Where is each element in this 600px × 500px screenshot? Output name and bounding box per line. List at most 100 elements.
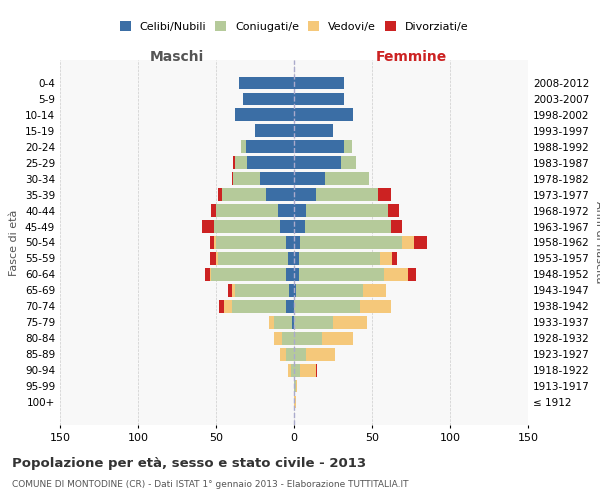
Bar [255,124,294,137]
Bar [294,140,344,153]
Bar [322,332,353,344]
Bar [278,204,294,217]
Bar [210,252,216,265]
Bar [294,76,344,90]
Bar [241,140,245,153]
Bar [229,284,232,296]
Bar [205,268,210,281]
Bar [216,252,218,265]
Bar [294,252,299,265]
Bar [294,124,333,137]
Bar [344,140,352,153]
Bar [294,300,359,312]
Bar [269,316,274,328]
Bar [210,268,211,281]
Bar [294,92,344,106]
Bar [307,204,388,217]
Bar [288,252,294,265]
Bar [216,204,278,217]
Bar [288,364,291,376]
Bar [307,348,335,360]
Bar [300,364,316,376]
Bar [210,236,214,249]
Text: COMUNE DI MONTODINE (CR) - Dati ISTAT 1° gennaio 2013 - Elaborazione TUTTITALIA.: COMUNE DI MONTODINE (CR) - Dati ISTAT 1°… [12,480,409,489]
Bar [316,188,378,201]
Bar [294,364,300,376]
Bar [235,284,289,296]
Bar [235,108,294,122]
Bar [300,236,401,249]
Bar [294,268,299,281]
Bar [294,108,353,122]
Bar [294,236,300,249]
Bar [286,268,294,281]
Bar [333,316,367,328]
Bar [392,252,397,265]
Bar [294,348,307,360]
Bar [362,284,386,296]
Bar [232,300,286,312]
Bar [391,220,401,233]
Bar [291,364,294,376]
Bar [408,268,416,281]
Bar [299,268,385,281]
Text: Maschi: Maschi [150,50,204,64]
Bar [294,156,341,169]
Bar [245,140,294,153]
Y-axis label: Anni di nascita: Anni di nascita [593,201,600,284]
Bar [266,188,294,201]
Bar [219,300,224,312]
Bar [414,236,427,249]
Bar [294,332,322,344]
Bar [235,156,247,169]
Bar [242,92,294,106]
Bar [296,380,297,392]
Bar [233,172,260,185]
Bar [286,300,294,312]
Bar [294,204,307,217]
Bar [359,300,391,312]
Bar [260,172,294,185]
Bar [281,332,294,344]
Bar [239,76,294,90]
Bar [211,204,216,217]
Bar [233,156,235,169]
Bar [294,396,296,408]
Bar [294,380,296,392]
Bar [341,156,356,169]
Bar [222,188,266,201]
Bar [378,188,391,201]
Bar [292,316,294,328]
Legend: Celibi/Nubili, Coniugati/e, Vedovi/e, Divorziati/e: Celibi/Nubili, Coniugati/e, Vedovi/e, Di… [116,18,472,36]
Bar [214,220,280,233]
Text: Femmine: Femmine [376,50,446,64]
Y-axis label: Fasce di età: Fasce di età [10,210,19,276]
Bar [280,348,286,360]
Bar [224,300,232,312]
Bar [294,316,333,328]
Bar [280,220,294,233]
Bar [274,332,281,344]
Bar [218,252,288,265]
Bar [401,236,414,249]
Bar [325,172,369,185]
Bar [286,236,294,249]
Bar [218,188,222,201]
Bar [294,284,296,296]
Bar [216,236,286,249]
Bar [305,220,391,233]
Text: Popolazione per età, sesso e stato civile - 2013: Popolazione per età, sesso e stato civil… [12,458,366,470]
Bar [296,284,362,296]
Bar [294,188,316,201]
Bar [247,156,294,169]
Bar [232,172,233,185]
Bar [274,316,292,328]
Bar [316,364,317,376]
Bar [294,172,325,185]
Bar [289,284,294,296]
Bar [232,284,235,296]
Bar [299,252,380,265]
Bar [388,204,398,217]
Bar [286,348,294,360]
Bar [294,220,305,233]
